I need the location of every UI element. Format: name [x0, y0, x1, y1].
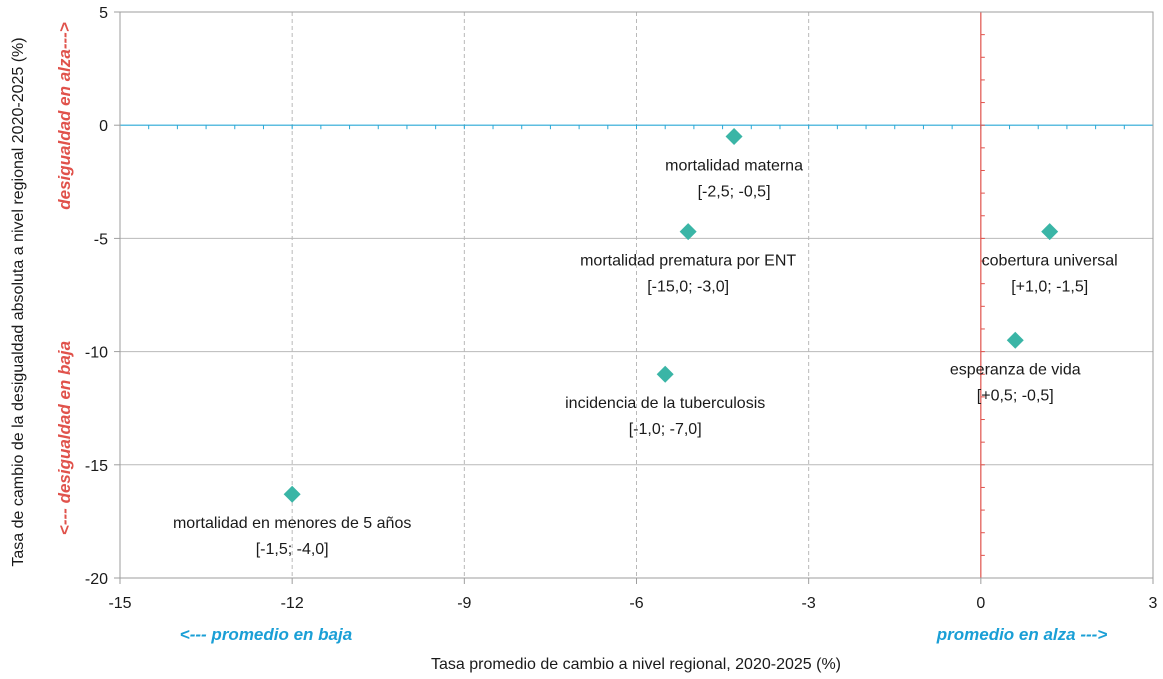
point-range-label: [+0,5; -0,5] [977, 387, 1054, 404]
point-label: mortalidad prematura por ENT [580, 253, 796, 270]
point-range-label: [+1,0; -1,5] [1011, 279, 1088, 296]
y-tick-label: 0 [99, 118, 108, 135]
y-negative-annotation: <--- desigualdad en baja [55, 341, 74, 535]
data-point [725, 128, 743, 146]
point-range-label: [-1,0; -7,0] [629, 421, 702, 438]
point-label: mortalidad en menores de 5 años [173, 515, 411, 532]
point-range-label: [-2,5; -0,5] [698, 184, 771, 201]
point-label: incidencia de la tuberculosis [565, 395, 765, 412]
y-tick-label: -20 [85, 571, 108, 588]
point-label: esperanza de vida [950, 361, 1081, 378]
point-range-label: [-1,5; -4,0] [256, 541, 329, 558]
y-tick-label: 5 [99, 5, 108, 22]
x-positive-annotation: promedio en alza ---> [936, 625, 1108, 644]
point-label: mortalidad materna [665, 158, 803, 175]
point-range-label: [-15,0; -3,0] [647, 279, 729, 296]
y-tick-label: -5 [94, 231, 108, 248]
grid-lines [120, 12, 1153, 578]
x-tick-label: -12 [281, 595, 304, 612]
x-tick-label: 0 [976, 595, 985, 612]
y-axis-title: Tasa de cambio de la desigualdad absolut… [10, 37, 27, 566]
x-tick-label: 3 [1149, 595, 1158, 612]
data-point [679, 223, 697, 241]
plot-frame [114, 11, 1154, 584]
point-label: cobertura universal [982, 253, 1118, 270]
x-tick-label: -9 [457, 595, 471, 612]
x-tick-label: -15 [108, 595, 131, 612]
tick-labels: -15 -12 -9 -6 -3 0 350-5-10-15-20 [85, 5, 1158, 612]
x-negative-annotation: <--- promedio en baja [180, 625, 352, 644]
y-positive-annotation: desigualdad en alza---> [55, 22, 74, 210]
data-points [283, 128, 1059, 503]
x-tick-label: -3 [802, 595, 816, 612]
data-point [1041, 223, 1059, 241]
data-point [656, 365, 674, 383]
data-point [283, 485, 301, 503]
y-tick-label: -15 [85, 458, 108, 475]
x-tick-label: -6 [629, 595, 643, 612]
x-axis-title: Tasa promedio de cambio a nivel regional… [431, 656, 841, 673]
y-tick-label: -10 [85, 345, 108, 362]
data-point [1006, 331, 1024, 349]
reference-lines [119, 11, 1154, 579]
point-labels: mortalidad materna [-2,5; -0,5] mortalidad… [173, 158, 1118, 559]
